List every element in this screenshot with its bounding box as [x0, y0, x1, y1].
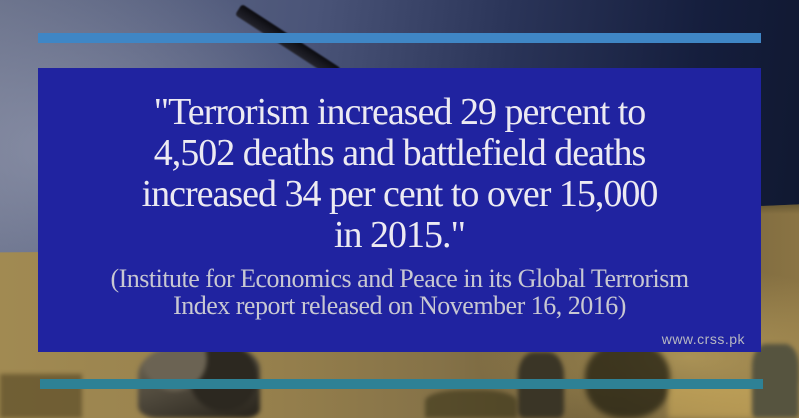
quote-line: "Terrorism increased 29 percent to [153, 91, 647, 133]
grass-silhouette [425, 390, 517, 418]
quote-line: in 2015." [333, 214, 466, 256]
quote-text: "Terrorism increased 29 percent to 4,502… [38, 92, 761, 256]
quote-line: increased 34 per cent to over 15,000 [141, 173, 659, 215]
quote-line: 4,502 deaths and battlefield deaths [153, 132, 647, 174]
top-accent-bar [38, 33, 761, 43]
attribution-line: Index report released on November 16, 20… [173, 291, 626, 320]
quote-panel: "Terrorism increased 29 percent to 4,502… [38, 68, 761, 352]
quote-attribution: (Institute for Economics and Peace in it… [38, 265, 761, 319]
watermark-url: www.crss.pk [661, 331, 745, 347]
attribution-line: (Institute for Economics and Peace in it… [110, 264, 689, 293]
bottom-accent-bar [40, 379, 763, 389]
